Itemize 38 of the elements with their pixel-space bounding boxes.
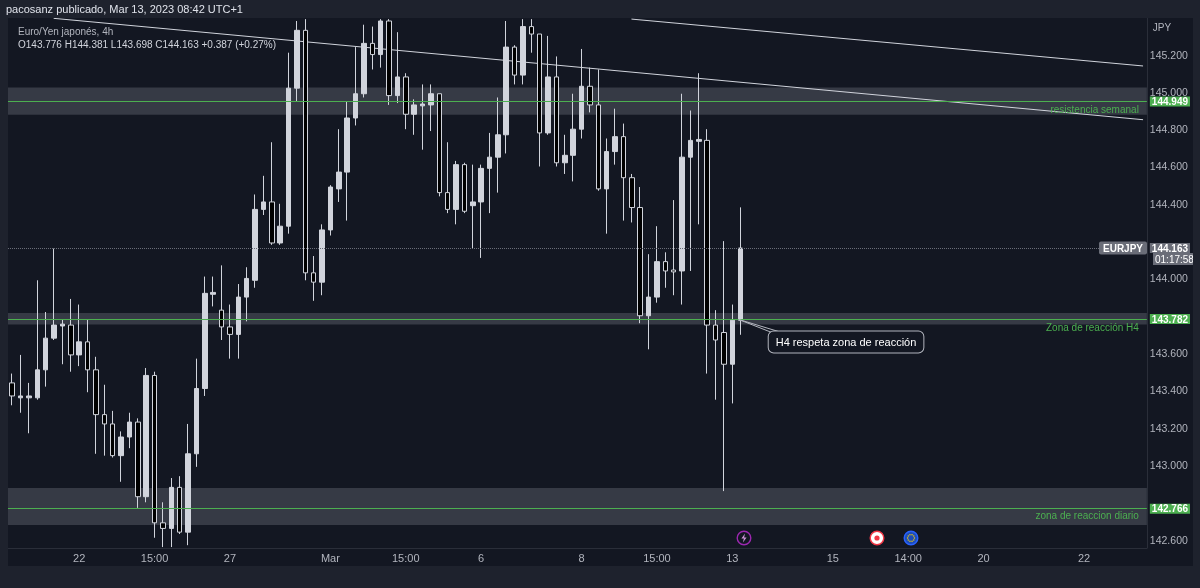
y-axis-title: JPY	[1152, 21, 1172, 33]
x-tick-label: 14:00	[894, 551, 922, 564]
ref-line-label: Zona de reacción H4	[1046, 321, 1140, 333]
x-tick-label: Mar	[320, 551, 341, 564]
y-tick-label: 142.600	[1149, 533, 1188, 546]
y-tick-label: 143.600	[1149, 347, 1188, 360]
y-tick-label: 145.000	[1149, 85, 1188, 98]
y-tick-label: 142.766	[1151, 503, 1189, 515]
x-tick-label: 22	[1077, 551, 1091, 564]
x-tick-label: 15:00	[643, 551, 671, 564]
annotation: H4 respeta zona de reacción	[775, 335, 917, 348]
x-tick-label: 6	[478, 551, 485, 564]
y-tick-label: 144.800	[1149, 123, 1188, 136]
text: Euro/Yen japonés, 4h	[18, 25, 114, 37]
y-tick-label: 144.000	[1149, 272, 1188, 285]
x-tick-label: 13	[726, 551, 739, 564]
y-tick-label: 143.200	[1149, 421, 1188, 434]
y-tick-label: 144.163	[1151, 242, 1189, 254]
x-tick-label: 15:00	[140, 551, 169, 564]
y-tick-label: 143.400	[1149, 384, 1188, 397]
text: pacosanz publicado, Mar 13, 2023 08:42 UTC+1	[6, 2, 243, 16]
x-tick-label: 15:00	[392, 551, 420, 564]
ref-line-label: resistencia semanal	[1050, 103, 1139, 115]
y-tick-label: 143.000	[1149, 458, 1188, 471]
x-tick-label: 15	[826, 551, 839, 564]
x-tick-label: 20	[977, 551, 990, 564]
text: O143.776 H144.381 L143.698 C144.163 +0.387 (+0.27%)	[18, 38, 276, 50]
x-tick-label: 22	[73, 551, 86, 564]
y-tick-label: 143.782	[1151, 313, 1189, 325]
y-tick-label: 144.400	[1149, 197, 1188, 210]
ref-line-label: zona de reaccion diario	[1035, 510, 1140, 522]
x-tick-label: 8	[578, 551, 585, 564]
y-tick-label: 144.949	[1151, 95, 1189, 107]
ref-line-label: EURJPY	[1102, 242, 1144, 254]
y-tick-label: 145.200	[1149, 48, 1188, 61]
x-tick-label: 27	[223, 551, 237, 564]
text: 01:17:58	[1155, 253, 1195, 265]
y-tick-label: 144.600	[1149, 160, 1188, 173]
